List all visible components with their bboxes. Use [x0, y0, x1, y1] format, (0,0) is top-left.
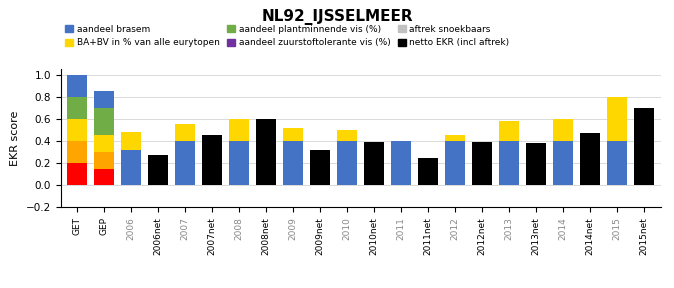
Bar [553, 119, 574, 141]
Bar [499, 121, 520, 141]
Bar [94, 169, 114, 185]
Bar [580, 133, 601, 185]
Bar [67, 119, 87, 141]
Bar [391, 141, 411, 185]
Bar [94, 91, 114, 108]
Bar [94, 152, 114, 169]
Bar [67, 141, 87, 163]
Bar [256, 119, 276, 185]
Bar [121, 150, 141, 185]
Bar [499, 141, 520, 185]
Bar [553, 141, 574, 185]
Bar [67, 163, 87, 185]
Bar [364, 142, 384, 185]
Bar [175, 124, 195, 141]
Bar [607, 97, 627, 141]
Bar [607, 141, 627, 185]
Bar [526, 143, 547, 185]
Bar [418, 158, 438, 185]
Bar [148, 156, 168, 185]
Bar [202, 135, 222, 185]
Bar [94, 108, 114, 135]
Bar [445, 135, 465, 141]
Bar [337, 130, 357, 141]
Bar [229, 119, 249, 141]
Bar [175, 141, 195, 185]
Bar [229, 141, 249, 185]
Bar [310, 150, 330, 185]
Bar [121, 132, 141, 150]
Bar [337, 141, 357, 185]
Bar [634, 108, 654, 185]
Bar [472, 142, 492, 185]
Bar [283, 128, 303, 141]
Bar [67, 75, 87, 97]
Bar [283, 141, 303, 185]
Y-axis label: EKR score: EKR score [10, 111, 20, 166]
Bar [67, 97, 87, 119]
Text: NL92_IJSSELMEER: NL92_IJSSELMEER [262, 9, 412, 25]
Bar [94, 135, 114, 152]
Legend: aandeel brasem, BA+BV in % van alle eurytopen, aandeel plantminnende vis (%), aa: aandeel brasem, BA+BV in % van alle eury… [65, 25, 510, 47]
Bar [445, 141, 465, 185]
